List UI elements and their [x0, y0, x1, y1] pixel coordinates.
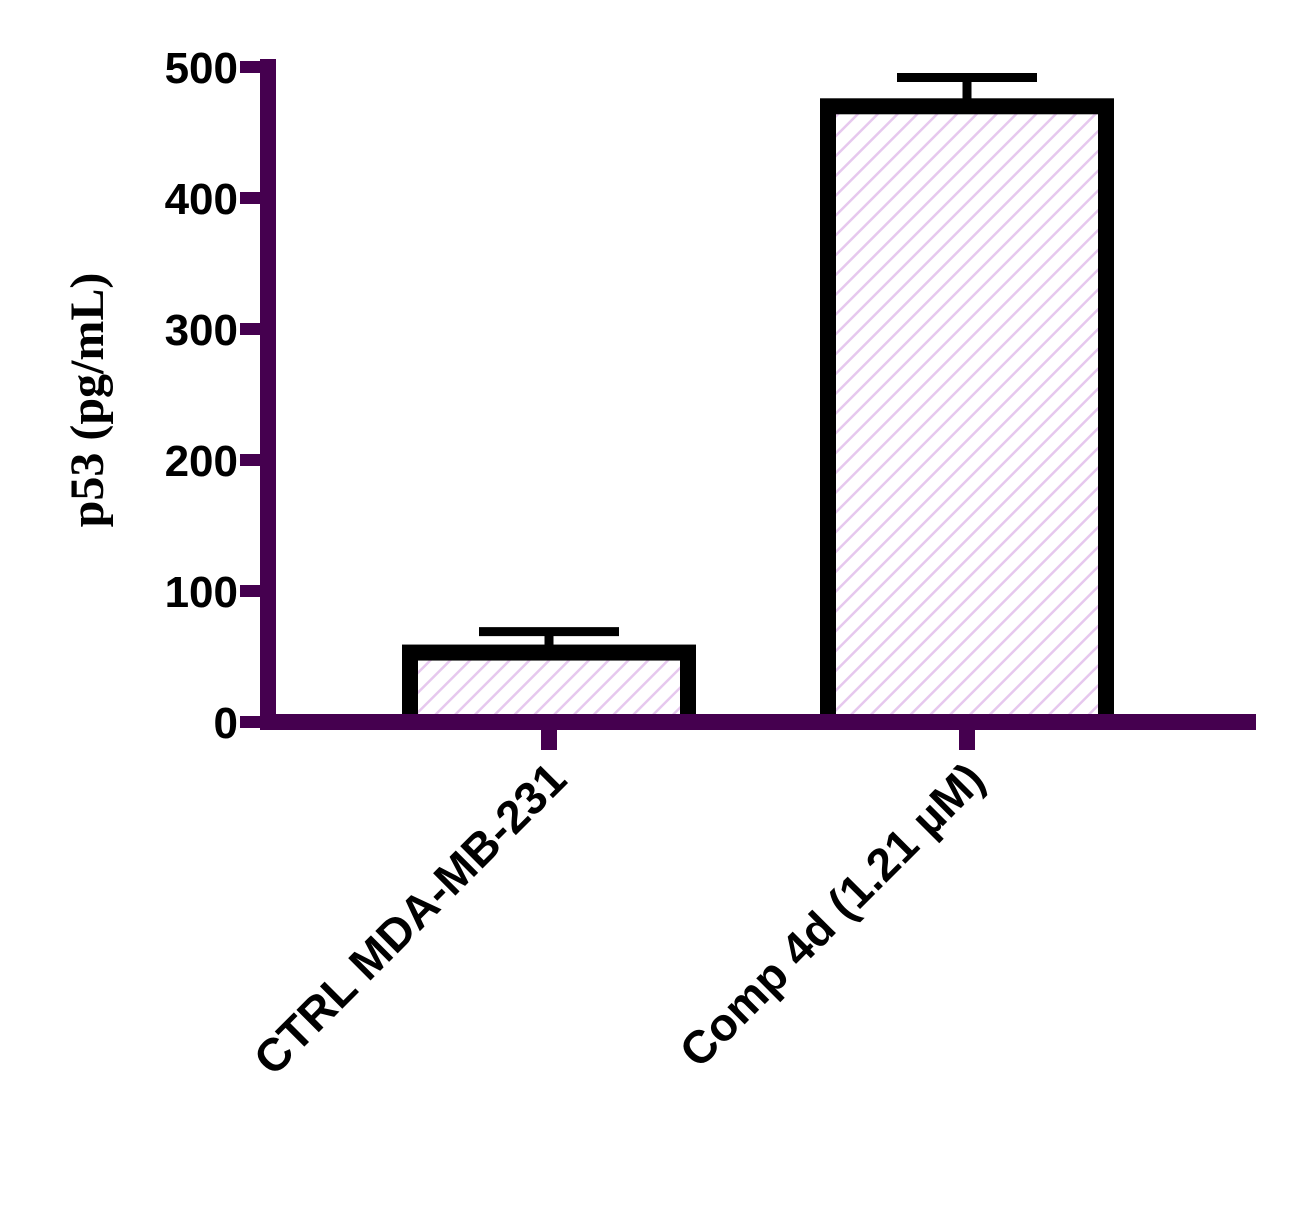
y-tick-label-400: 400 [165, 175, 238, 224]
y-tick-label-300: 300 [165, 306, 238, 355]
bar-1 [820, 98, 1114, 731]
x-category-label-0: CTRL MDA-MB-231 [244, 752, 577, 1085]
bar-0 [402, 644, 696, 731]
y-tick-label-500: 500 [165, 44, 238, 93]
error-bars [479, 72, 1037, 653]
y-tick-label-200: 200 [165, 437, 238, 486]
axes [240, 59, 1256, 750]
x-category-label-1: Comp 4d (1.21 µM) [669, 752, 994, 1077]
y-axis-title: p53 (pg/mL) [61, 273, 114, 528]
y-tick-label-100: 100 [165, 568, 238, 617]
y-tick-label-0: 0 [214, 699, 238, 748]
